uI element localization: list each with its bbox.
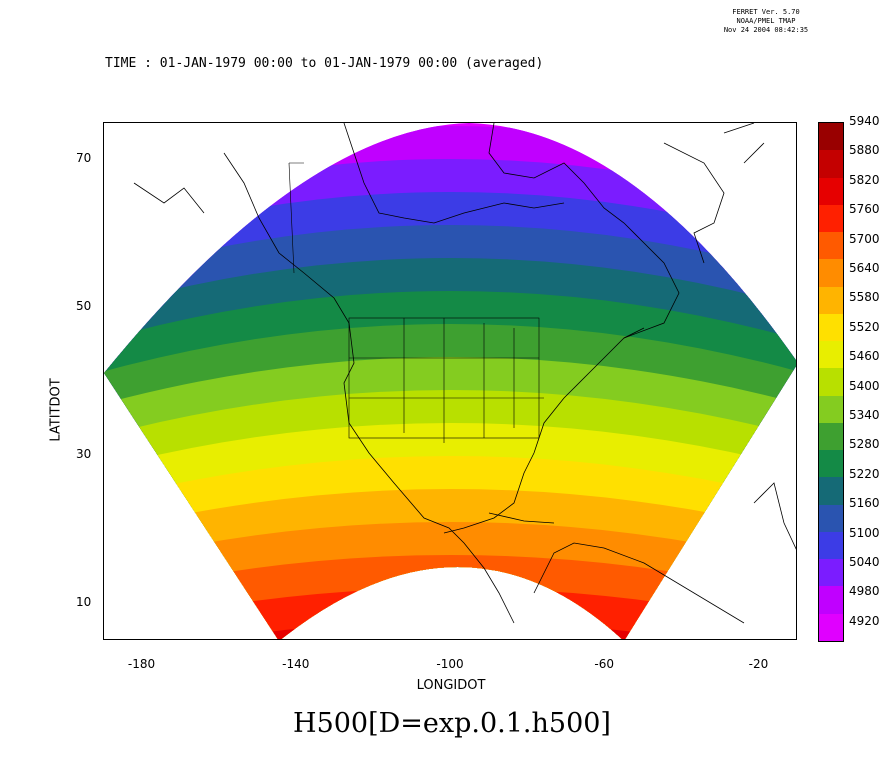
height-band: [104, 588, 796, 639]
colorbar-swatch: [819, 123, 843, 151]
colorbar-level-label: 5220: [849, 466, 880, 481]
colorbar-level-label: 5520: [849, 319, 880, 334]
y-tick-label: 10: [76, 595, 92, 609]
y-tick-label: 50: [76, 299, 92, 313]
colorbar-level-label: 5400: [849, 378, 880, 393]
height-band: [104, 522, 796, 639]
colorbar-level-label: 5880: [849, 143, 880, 158]
colorbar-level-label: 5280: [849, 437, 880, 452]
colorbar-level-label: 5460: [849, 349, 880, 364]
colorbar-swatch: [819, 477, 843, 506]
colorbar-swatch: [819, 586, 843, 615]
colorbar: [818, 122, 844, 642]
meta-timestamp: Nov 24 2004 08:42:35: [723, 26, 809, 34]
colorbar-level-label: 4980: [849, 584, 880, 599]
colorbar-level-label: 5640: [849, 261, 880, 275]
meta-org: NOAA/PMEL TMAP: [736, 17, 796, 25]
y-tick-label: 30: [76, 447, 92, 461]
height-band: [104, 555, 796, 639]
colorbar-swatch: [819, 259, 843, 288]
colorbar-level-label: 4920: [849, 613, 880, 628]
colorbar-swatch: [819, 531, 843, 560]
x-tick-label: -100: [436, 657, 464, 671]
colorbar-swatch: [819, 286, 843, 315]
x-tick-label: -180: [127, 657, 156, 671]
colorbar-swatch: [819, 450, 843, 478]
colorbar-level-label: 5040: [849, 555, 880, 569]
colorbar-swatch: [819, 204, 843, 233]
map-plot-area: [103, 122, 797, 640]
colorbar-level-label: 5100: [849, 525, 880, 540]
colorbar-level-label: 5160: [849, 496, 880, 511]
colorbar-swatch: [819, 613, 843, 642]
x-tick-label: -140: [282, 657, 310, 671]
colorbar-swatch: [819, 313, 843, 342]
colorbar-swatch: [819, 341, 843, 369]
x-tick-label: -20: [748, 657, 769, 671]
height-band: [104, 621, 796, 639]
time-label: TIME : 01-JAN-1979 00:00 to 01-JAN-1979 …: [105, 56, 544, 71]
plot-title: H500[D=exp.0.1.h500]: [293, 708, 611, 739]
colorbar-level-label: 5760: [849, 202, 880, 217]
ferret-metadata: FERRET Ver. 5.70 NOAA/PMEL TMAP Nov 24 2…: [686, 8, 846, 35]
x-axis-label: LONGIDOT: [416, 678, 486, 693]
y-tick-label: 70: [76, 151, 92, 165]
height-field: [104, 123, 796, 639]
y-axis-label: LATITDOT: [48, 378, 64, 442]
colorbar-swatch: [819, 422, 843, 451]
colorbar-swatch: [819, 504, 843, 533]
colorbar-swatch: [819, 395, 843, 424]
colorbar-level-label: 5580: [849, 290, 880, 305]
colorbar-swatch: [819, 177, 843, 206]
colorbar-level-label: 5820: [849, 172, 880, 187]
colorbar-level-label: 5340: [849, 408, 880, 422]
map-svg: [104, 123, 796, 639]
colorbar-level-label: 5700: [849, 231, 880, 246]
colorbar-swatch: [819, 368, 843, 397]
colorbar-level-label: 5940: [849, 114, 880, 128]
colorbar-swatch: [819, 232, 843, 260]
x-tick-label: -60: [594, 657, 615, 671]
colorbar-swatch: [819, 150, 843, 178]
meta-version: FERRET Ver. 5.70: [732, 8, 800, 16]
state-borders: [288, 162, 544, 443]
colorbar-swatch: [819, 559, 843, 587]
